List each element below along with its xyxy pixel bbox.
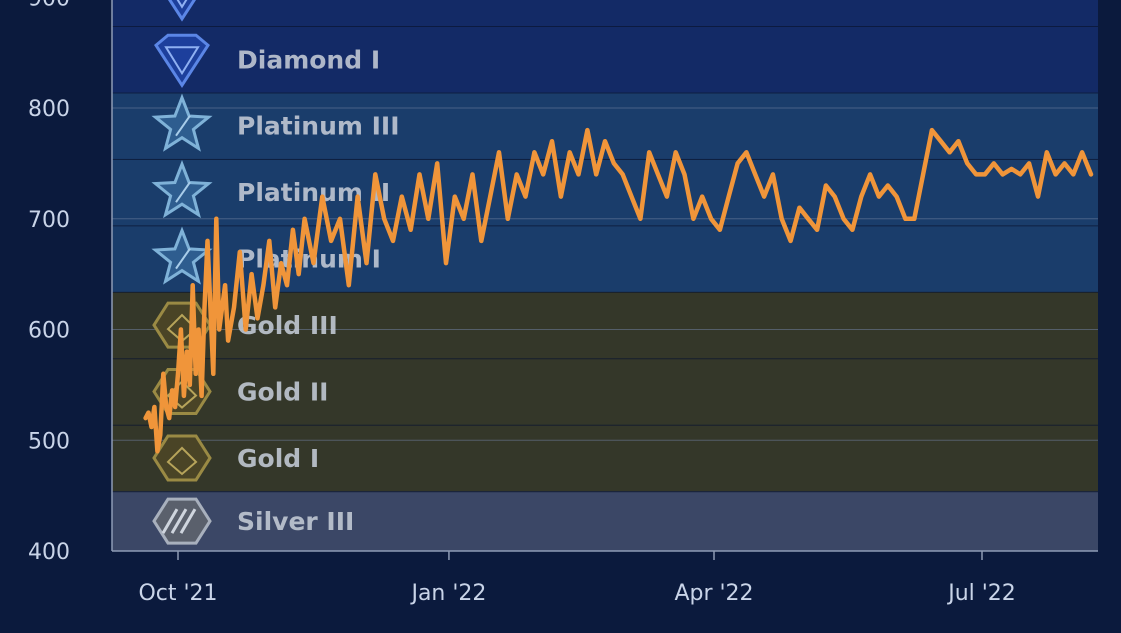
rank-label: Platinum II [237, 178, 390, 207]
x-tick-label: Jan '22 [409, 581, 486, 606]
y-tick-label: 700 [28, 208, 70, 233]
rating-series-line [143, 127, 1094, 454]
platinum-ii-icon [151, 160, 213, 219]
silver-iii-icon [152, 497, 212, 545]
x-tick-label: Apr '22 [674, 581, 753, 606]
x-tick-label: Oct '21 [138, 581, 217, 606]
rank-label: Diamond I [237, 45, 380, 74]
y-tick-label: 600 [28, 319, 70, 344]
diamond-ii-icon [167, 0, 197, 22]
rank-label: Platinum III [237, 112, 400, 141]
platinum-i-icon [151, 226, 213, 285]
diamond-i-icon [154, 33, 210, 89]
rank-band [112, 424, 1098, 492]
platinum-iii-icon [151, 93, 213, 152]
y-tick-label: 500 [28, 429, 70, 454]
rank-band [112, 358, 1098, 425]
rank-band [112, 491, 1098, 551]
rank-label: Gold I [237, 444, 319, 473]
y-tick-label: 900 [28, 0, 70, 11]
x-tick-label: Jul '22 [946, 581, 1016, 606]
rank-band [112, 0, 1098, 27]
gold-i-icon [152, 434, 212, 482]
rank-band [112, 26, 1098, 93]
rank-band [112, 225, 1098, 292]
rank-label: Gold III [237, 311, 338, 340]
rank-band [112, 158, 1098, 226]
y-tick-label: 400 [28, 540, 70, 565]
y-tick-label: 800 [28, 97, 70, 122]
rank-label: Silver III [237, 507, 354, 536]
rank-label: Gold II [237, 378, 328, 407]
